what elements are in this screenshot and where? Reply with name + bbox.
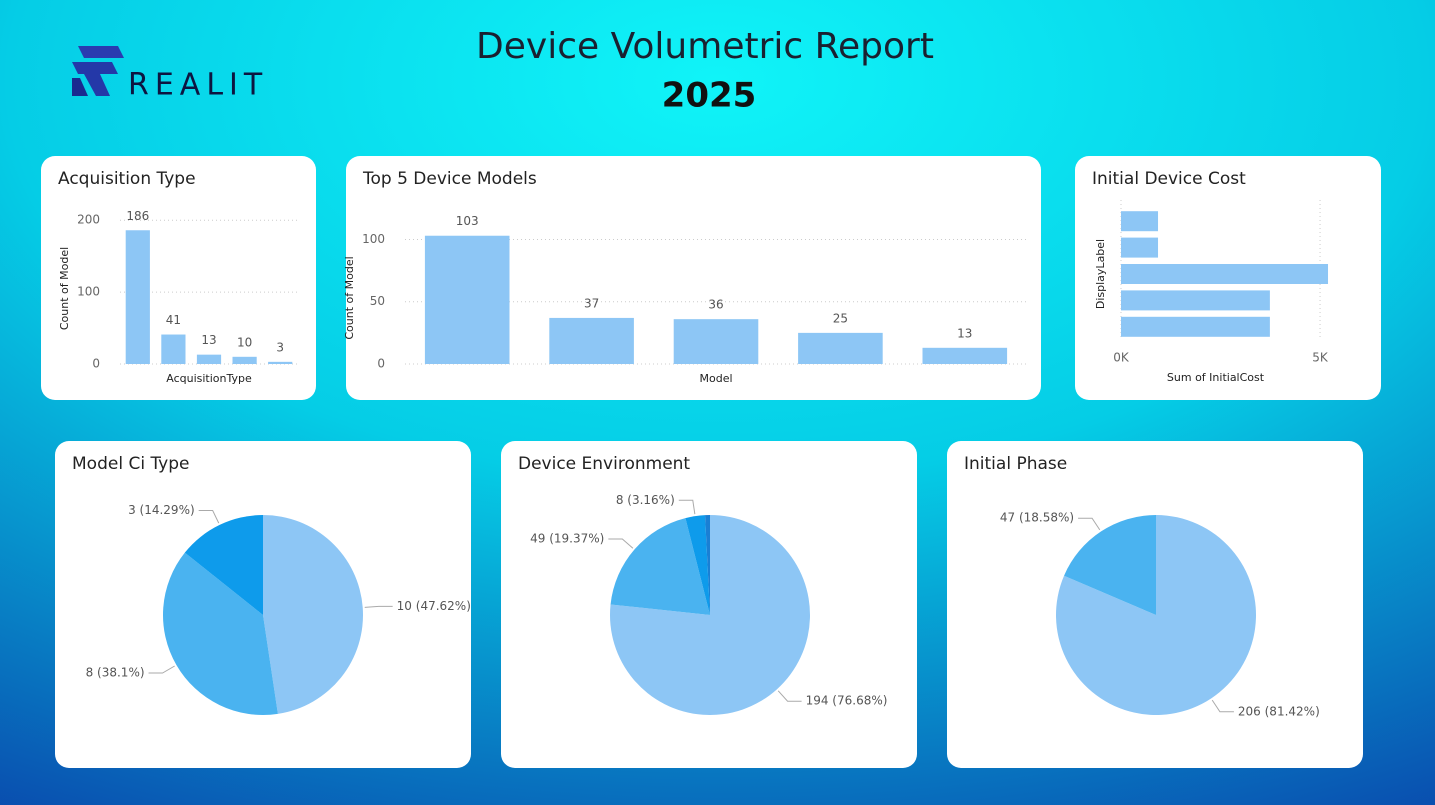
data-label: 47 (18.58%) [1000, 511, 1074, 525]
bar [549, 317, 634, 364]
chart-title: Model Ci Type [72, 454, 190, 474]
bar [125, 230, 150, 364]
bar [798, 332, 883, 364]
y-tick-label: 0 [377, 357, 385, 371]
leader-line [608, 538, 634, 549]
data-label: 36 [708, 298, 723, 312]
logo-mark [72, 46, 124, 96]
card [41, 156, 316, 400]
pie-slice [184, 515, 263, 615]
x-axis-label: Model [699, 372, 732, 385]
data-label: 13 [957, 326, 972, 340]
data-label: 103 [456, 214, 479, 228]
data-label: 3 (14.29%) [128, 503, 195, 517]
y-axis-label: DisplayLabel [1094, 239, 1107, 309]
pie-slice [610, 518, 710, 615]
bar [1121, 211, 1159, 232]
leader-line [1211, 699, 1234, 713]
data-label: 49 (19.37%) [530, 532, 604, 546]
bar [1121, 264, 1329, 284]
bar [424, 235, 510, 364]
bar [922, 347, 1008, 364]
pie-slice [1064, 515, 1156, 615]
chart-title: Device Environment [518, 454, 690, 474]
leader-line [148, 665, 175, 674]
leader-line [198, 509, 220, 524]
data-label: 10 (47.62%) [397, 599, 471, 613]
y-axis-label: Count of Model [343, 256, 356, 339]
y-tick-label: 100 [77, 285, 100, 299]
y-axis-label: Count of Model [58, 247, 71, 330]
data-label: 194 (76.68%) [806, 694, 888, 708]
chart-title: Top 5 Device Models [362, 169, 537, 189]
bar [1121, 237, 1159, 258]
x-tick-label: 5K [1312, 351, 1329, 365]
data-label: 10 [237, 335, 252, 349]
data-label: 41 [166, 313, 181, 327]
bar [1121, 316, 1270, 337]
pie-slice [685, 515, 710, 615]
bar [673, 319, 759, 364]
leader-line [678, 499, 696, 515]
pie-slice [163, 552, 278, 715]
data-label: 8 (38.1%) [86, 666, 145, 680]
pie-slice [705, 515, 710, 615]
report-title: Device Volumetric Report [476, 26, 934, 67]
pie-slice [263, 515, 363, 714]
y-tick-label: 50 [370, 294, 385, 308]
logo-text: REALIT [128, 68, 268, 103]
y-tick-label: 0 [92, 357, 100, 371]
data-label: 206 (81.42%) [1238, 704, 1320, 718]
leader-line [364, 605, 393, 608]
bar [268, 361, 293, 364]
x-axis-label: AcquisitionType [166, 372, 252, 385]
y-tick-label: 200 [77, 213, 100, 227]
bar [232, 356, 257, 364]
data-label: 3 [276, 340, 284, 354]
data-label: 13 [201, 333, 216, 347]
x-axis-label: Sum of InitialCost [1167, 371, 1265, 384]
bar [161, 334, 186, 364]
data-label: 25 [833, 311, 848, 325]
y-tick-label: 100 [362, 232, 385, 246]
report-year: 2025 [662, 76, 757, 116]
bar [196, 354, 222, 364]
data-label: 37 [584, 296, 599, 310]
data-label: 8 (3.16%) [616, 493, 675, 507]
bar [1121, 290, 1270, 311]
leader-line [1078, 517, 1101, 531]
chart-title: Initial Device Cost [1092, 169, 1246, 189]
chart-title: Initial Phase [964, 454, 1067, 474]
leader-line [777, 690, 802, 702]
chart-title: Acquisition Type [58, 169, 196, 189]
data-label: 186 [126, 209, 149, 223]
x-tick-label: 0K [1113, 351, 1130, 365]
